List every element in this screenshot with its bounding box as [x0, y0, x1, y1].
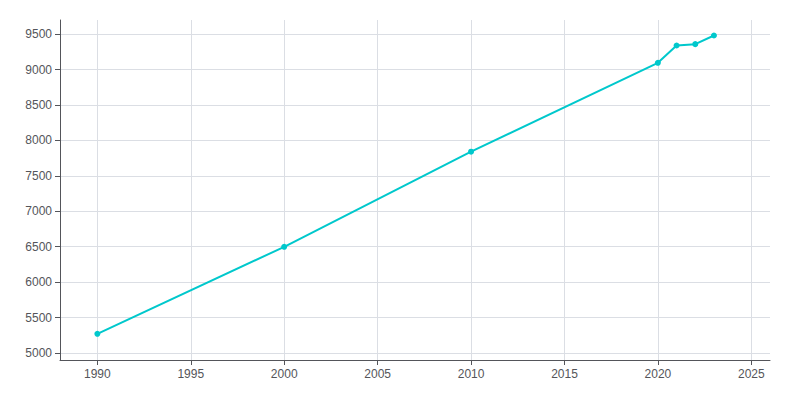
svg-text:6500: 6500 — [25, 240, 52, 254]
svg-text:1995: 1995 — [177, 367, 204, 381]
svg-text:9500: 9500 — [25, 27, 52, 41]
svg-text:2000: 2000 — [271, 367, 298, 381]
svg-text:8500: 8500 — [25, 98, 52, 112]
svg-text:2015: 2015 — [551, 367, 578, 381]
svg-text:8000: 8000 — [25, 133, 52, 147]
svg-text:7000: 7000 — [25, 204, 52, 218]
svg-text:5000: 5000 — [25, 346, 52, 360]
svg-text:6000: 6000 — [25, 275, 52, 289]
svg-text:2020: 2020 — [645, 367, 672, 381]
svg-text:7500: 7500 — [25, 169, 52, 183]
svg-text:2025: 2025 — [738, 367, 765, 381]
svg-text:2010: 2010 — [458, 367, 485, 381]
svg-text:9000: 9000 — [25, 63, 52, 77]
svg-text:1990: 1990 — [84, 367, 111, 381]
svg-text:5500: 5500 — [25, 311, 52, 325]
svg-text:2005: 2005 — [364, 367, 391, 381]
